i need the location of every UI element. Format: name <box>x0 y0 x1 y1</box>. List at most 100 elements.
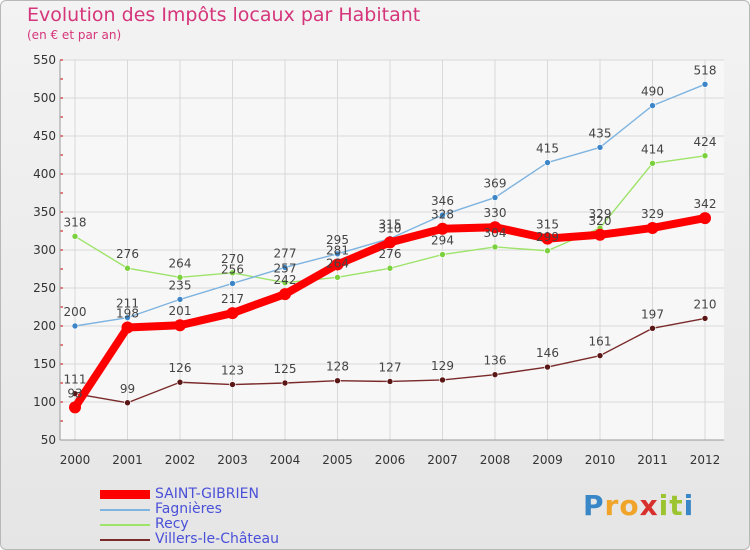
data-point-recy <box>176 274 184 281</box>
data-label-recy: 318 <box>64 215 87 229</box>
x-tick-label: 2003 <box>217 453 248 467</box>
logo-letter: i <box>683 489 695 522</box>
data-label-fagni-res: 346 <box>431 194 454 208</box>
data-label-saint-gibrien: 310 <box>379 221 402 235</box>
x-tick-label: 2004 <box>270 453 301 467</box>
data-label-saint-gibrien: 93 <box>67 386 82 400</box>
data-label-recy: 424 <box>694 135 717 149</box>
data-point-fagni-res <box>124 314 131 321</box>
data-point-saint-gibrien <box>594 228 606 241</box>
data-label-saint-gibrien: 330 <box>484 206 507 220</box>
y-tick-label: 450 <box>33 129 56 143</box>
data-label-recy: 299 <box>536 230 559 244</box>
data-label-recy: 264 <box>169 256 192 270</box>
data-label-fagni-res: 490 <box>641 85 664 99</box>
legend-label: Recy <box>155 516 189 532</box>
data-point-villers-le-ch-teau <box>229 381 236 388</box>
data-point-villers-le-ch-teau <box>596 352 604 359</box>
data-point-saint-gibrien <box>69 401 81 414</box>
data-label-saint-gibrien: 201 <box>169 304 192 318</box>
y-tick-label: 50 <box>41 433 56 447</box>
data-point-fagni-res <box>439 211 446 219</box>
data-point-recy <box>334 274 341 281</box>
data-label-villers-le-ch-teau: 128 <box>326 360 349 374</box>
data-label-villers-le-ch-teau: 136 <box>484 354 507 368</box>
x-tick-label: 2006 <box>375 453 406 467</box>
data-label-fagni-res: 277 <box>274 246 297 260</box>
data-label-saint-gibrien: 217 <box>221 292 244 306</box>
data-label-fagni-res: 315 <box>379 218 402 232</box>
data-point-fagni-res <box>491 194 499 201</box>
data-label-villers-le-ch-teau: 161 <box>589 335 612 349</box>
data-label-villers-le-ch-teau: 129 <box>431 359 454 373</box>
data-point-villers-le-ch-teau <box>124 399 131 407</box>
x-tick-label: 2012 <box>690 453 721 467</box>
legend-swatch-recy <box>100 524 150 526</box>
y-tick-label: 550 <box>33 53 56 67</box>
data-label-recy: 276 <box>116 247 139 261</box>
data-point-saint-gibrien <box>436 222 449 235</box>
logo-letter: i <box>658 489 670 522</box>
chart-subtitle: (en € et par an) <box>27 28 122 42</box>
data-label-villers-le-ch-teau: 210 <box>694 297 717 311</box>
data-label-recy: 329 <box>589 207 612 221</box>
data-point-recy <box>701 152 709 160</box>
data-label-fagni-res: 435 <box>589 126 612 140</box>
logo-letter: r <box>604 489 620 522</box>
legend-label: Villers-le-Château <box>155 531 279 547</box>
data-point-fagni-res <box>71 322 79 330</box>
data-label-recy: 270 <box>221 252 244 266</box>
data-point-saint-gibrien <box>174 319 186 332</box>
data-point-saint-gibrien <box>541 232 554 245</box>
data-point-saint-gibrien <box>699 212 711 225</box>
data-point-villers-le-ch-teau <box>544 363 551 371</box>
legend-swatch-villers <box>100 539 150 541</box>
y-tick-label: 150 <box>33 357 56 371</box>
data-label-recy: 257 <box>274 262 297 276</box>
x-tick-label: 2008 <box>480 453 511 467</box>
data-label-recy: 264 <box>326 256 349 270</box>
chart-title: Evolution des Impôts locaux par Habitant <box>27 4 421 26</box>
data-label-villers-le-ch-teau: 99 <box>120 382 135 396</box>
data-point-recy <box>124 264 131 272</box>
data-label-fagni-res: 200 <box>64 305 87 319</box>
data-point-fagni-res <box>544 159 551 166</box>
data-label-saint-gibrien: 320 <box>589 214 612 228</box>
y-tick-label: 350 <box>33 205 56 219</box>
data-point-saint-gibrien <box>331 258 344 271</box>
y-tick-label: 200 <box>33 319 56 333</box>
data-point-recy <box>281 279 289 286</box>
legend-swatch-saint-gibrien <box>100 490 150 499</box>
data-point-recy <box>544 247 551 255</box>
data-label-fagni-res: 235 <box>169 278 192 292</box>
data-label-recy: 414 <box>641 142 664 156</box>
data-point-villers-le-ch-teau <box>491 371 499 378</box>
data-point-villers-le-ch-teau <box>386 378 394 385</box>
data-point-fagni-res <box>176 296 184 303</box>
data-label-saint-gibrien: 342 <box>694 197 717 211</box>
data-label-recy: 294 <box>431 234 454 248</box>
data-point-saint-gibrien <box>646 221 659 234</box>
data-point-villers-le-ch-teau <box>334 377 341 385</box>
data-point-villers-le-ch-teau <box>176 378 184 386</box>
data-label-villers-le-ch-teau: 123 <box>221 364 244 378</box>
data-label-fagni-res: 415 <box>536 142 559 156</box>
data-label-fagni-res: 256 <box>221 262 244 276</box>
data-label-saint-gibrien: 328 <box>431 208 454 222</box>
data-point-saint-gibrien <box>121 321 134 334</box>
x-tick-label: 2002 <box>165 453 196 467</box>
data-label-fagni-res: 369 <box>484 177 507 191</box>
y-tick-label: 500 <box>33 91 56 105</box>
data-point-villers-le-ch-teau <box>701 315 709 322</box>
logo-letter: P <box>583 489 605 522</box>
data-point-fagni-res <box>649 102 656 109</box>
data-point-fagni-res <box>701 81 709 88</box>
data-label-saint-gibrien: 329 <box>641 207 664 221</box>
data-point-recy <box>491 243 499 251</box>
data-label-recy: 276 <box>379 247 402 261</box>
data-label-villers-le-ch-teau: 125 <box>274 362 297 376</box>
data-point-saint-gibrien <box>489 221 501 234</box>
data-point-villers-le-ch-teau <box>281 379 289 387</box>
data-point-recy <box>439 251 446 258</box>
